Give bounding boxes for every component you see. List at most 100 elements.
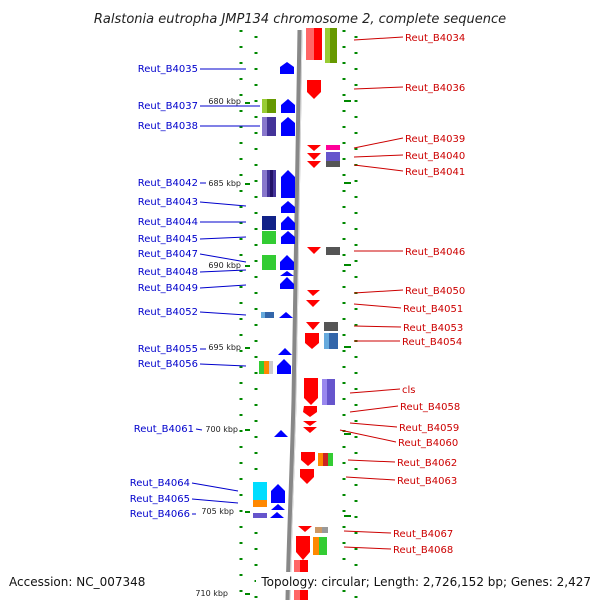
- gene-reut-b4049: [280, 277, 294, 289]
- gene-label[interactable]: Reut_B4068: [393, 545, 453, 556]
- gene-label[interactable]: Reut_B4060: [398, 438, 458, 449]
- gene-reut-b4056-annot-b: [264, 361, 269, 374]
- gene-label[interactable]: Reut_B4042: [138, 178, 198, 189]
- gene-reut-b4061: [274, 430, 288, 437]
- gene-label[interactable]: Reut_B4051: [403, 304, 463, 315]
- kbp-tick-dashes: [245, 102, 250, 595]
- gene-reut-b4062: [301, 452, 315, 466]
- gene-reut-b4067: [298, 526, 312, 532]
- gene-reut-b4044-annot: [262, 216, 276, 230]
- chromosome-backbone-highlight: [289, 29, 303, 600]
- gene-reut-b4041: [307, 161, 321, 168]
- gene-reut-b4037-annot-shade: [262, 99, 267, 113]
- gene-label[interactable]: Reut_B4043: [138, 197, 198, 208]
- gene-label[interactable]: Reut_B4059: [399, 423, 459, 434]
- gene-reut-b4067-annot-b: [322, 527, 328, 533]
- gene-label[interactable]: Reut_B4065: [130, 494, 190, 505]
- gene-label[interactable]: Reut_B4046: [405, 247, 465, 258]
- gene-reut-b4037: [281, 99, 295, 113]
- gene-label[interactable]: Reut_B4056: [138, 359, 198, 370]
- gene-reut-b4066-annot: [253, 513, 267, 518]
- gene-reut-b4039-annot: [326, 145, 340, 150]
- gene-reut-b4068-annot-a: [313, 537, 319, 555]
- left-gene-label-text: Reut_B4035 Reut_B4037 Reut_B4038 Reut_B4…: [130, 64, 198, 520]
- gene-label[interactable]: Reut_B4061: [134, 424, 194, 435]
- gene-block-reut-b4034-tail: [306, 28, 314, 60]
- gene-label[interactable]: Reut_B4054: [402, 337, 462, 348]
- gene-reut-b4045-annot: [262, 231, 276, 244]
- gene-reut-b4055: [278, 348, 292, 355]
- gene-label[interactable]: Reut_B4066: [130, 509, 190, 520]
- right-gene-label-text: Reut_B4034 Reut_B4036 Reut_B4039 Reut_B4…: [393, 33, 465, 556]
- left-gene-labels: [191, 68, 260, 515]
- gene-reut-b4058: [303, 406, 317, 417]
- kbp-label: 685 kbp: [208, 179, 241, 188]
- gene-label[interactable]: Reut_B4063: [397, 476, 457, 487]
- gene-reut-b4059: [303, 421, 317, 426]
- gene-reut-b4045: [281, 231, 295, 244]
- gene-label[interactable]: Reut_B4037: [138, 101, 198, 112]
- gene-reut-b4041-annot: [326, 161, 340, 167]
- gene-label[interactable]: Reut_B4035: [138, 64, 198, 75]
- gene-label[interactable]: Reut_B4058: [400, 402, 460, 413]
- gene-label[interactable]: Reut_B4041: [405, 167, 465, 178]
- gene-reut-b4062-annot-b: [323, 453, 328, 466]
- gene-reut-b4043: [281, 201, 295, 213]
- gene-reut-b4067-annot-a: [315, 527, 322, 533]
- accession-text: Accession: NC_007348: [9, 575, 145, 589]
- gene-label[interactable]: Reut_B4053: [403, 323, 463, 334]
- gene-reut-b4068: [296, 536, 310, 560]
- gene-label[interactable]: Reut_B4067: [393, 529, 453, 540]
- gene-reut-b4053: [306, 322, 320, 330]
- gene-label[interactable]: Reut_B4055: [138, 344, 198, 355]
- map-title: Ralstonia eutropha JMP134 chromosome 2, …: [94, 12, 506, 27]
- gene-label[interactable]: Reut_B4045: [138, 234, 198, 245]
- gene-label[interactable]: Reut_B4047: [138, 249, 198, 260]
- gene-reut-b4060: [303, 427, 317, 433]
- gene-reut-b4064: [271, 484, 285, 503]
- gene-reut-b4065: [271, 504, 285, 510]
- gene-reut-b4063: [300, 469, 314, 484]
- gene-reut-b4066: [270, 512, 284, 518]
- gene-reut-b4046-annot: [326, 247, 340, 255]
- gene-reut-b4044: [281, 216, 295, 230]
- gene-label[interactable]: Reut_B4034: [405, 33, 465, 44]
- gene-reut-b4052-annot-shade: [261, 312, 265, 318]
- gene-reut-b4054-annot-shade: [324, 333, 329, 349]
- kbp-label: 695 kbp: [208, 343, 241, 352]
- gene-reut-b4038-annot-shade: [262, 117, 267, 136]
- gene-label[interactable]: Reut_B4038: [138, 121, 198, 132]
- gene-reut-b4036: [307, 80, 321, 99]
- gene-label[interactable]: Reut_B4050: [405, 286, 465, 297]
- gene-label[interactable]: Reut_B4040: [405, 151, 465, 162]
- gene-reut-b4040: [307, 153, 321, 160]
- gene-label[interactable]: Reut_B4049: [138, 283, 198, 294]
- gene-reut-b4062-annot-c: [328, 453, 333, 466]
- gene-reut-b4050: [307, 290, 320, 296]
- gene-reut-b4065-annot: [253, 500, 267, 507]
- gene-label[interactable]: Reut_B4052: [138, 307, 198, 318]
- gene-label[interactable]: Reut_B4044: [138, 217, 198, 228]
- gene-label[interactable]: Reut_B4062: [397, 458, 457, 469]
- gene-reut-b4054: [305, 333, 319, 349]
- gene-label[interactable]: cls: [402, 385, 416, 396]
- gene-reut-b4052: [279, 312, 293, 318]
- gene-label[interactable]: Reut_B4036: [405, 83, 465, 94]
- kbp-label: 690 kbp: [208, 261, 241, 270]
- chromosome-backbone: [285, 29, 303, 600]
- gene-reut-b4056-annot-c: [269, 361, 273, 374]
- gene-cls: [304, 378, 318, 405]
- gene-label[interactable]: Reut_B4048: [138, 267, 198, 278]
- gene-reut-b4039: [307, 145, 321, 151]
- gene-reut-b4035: [280, 62, 294, 74]
- gene-reut-b4042-annot-shade: [262, 170, 267, 197]
- kbp-label: 710 kbp: [195, 589, 228, 598]
- gene-reut-b4046: [307, 247, 321, 254]
- gene-reut-b4056-annot-a: [259, 361, 264, 374]
- gene-label[interactable]: Reut_B4064: [130, 478, 190, 489]
- right-gene-labels: [339, 36, 404, 550]
- gene-reut-b4047: [280, 255, 294, 270]
- gene-label[interactable]: Reut_B4039: [405, 134, 465, 145]
